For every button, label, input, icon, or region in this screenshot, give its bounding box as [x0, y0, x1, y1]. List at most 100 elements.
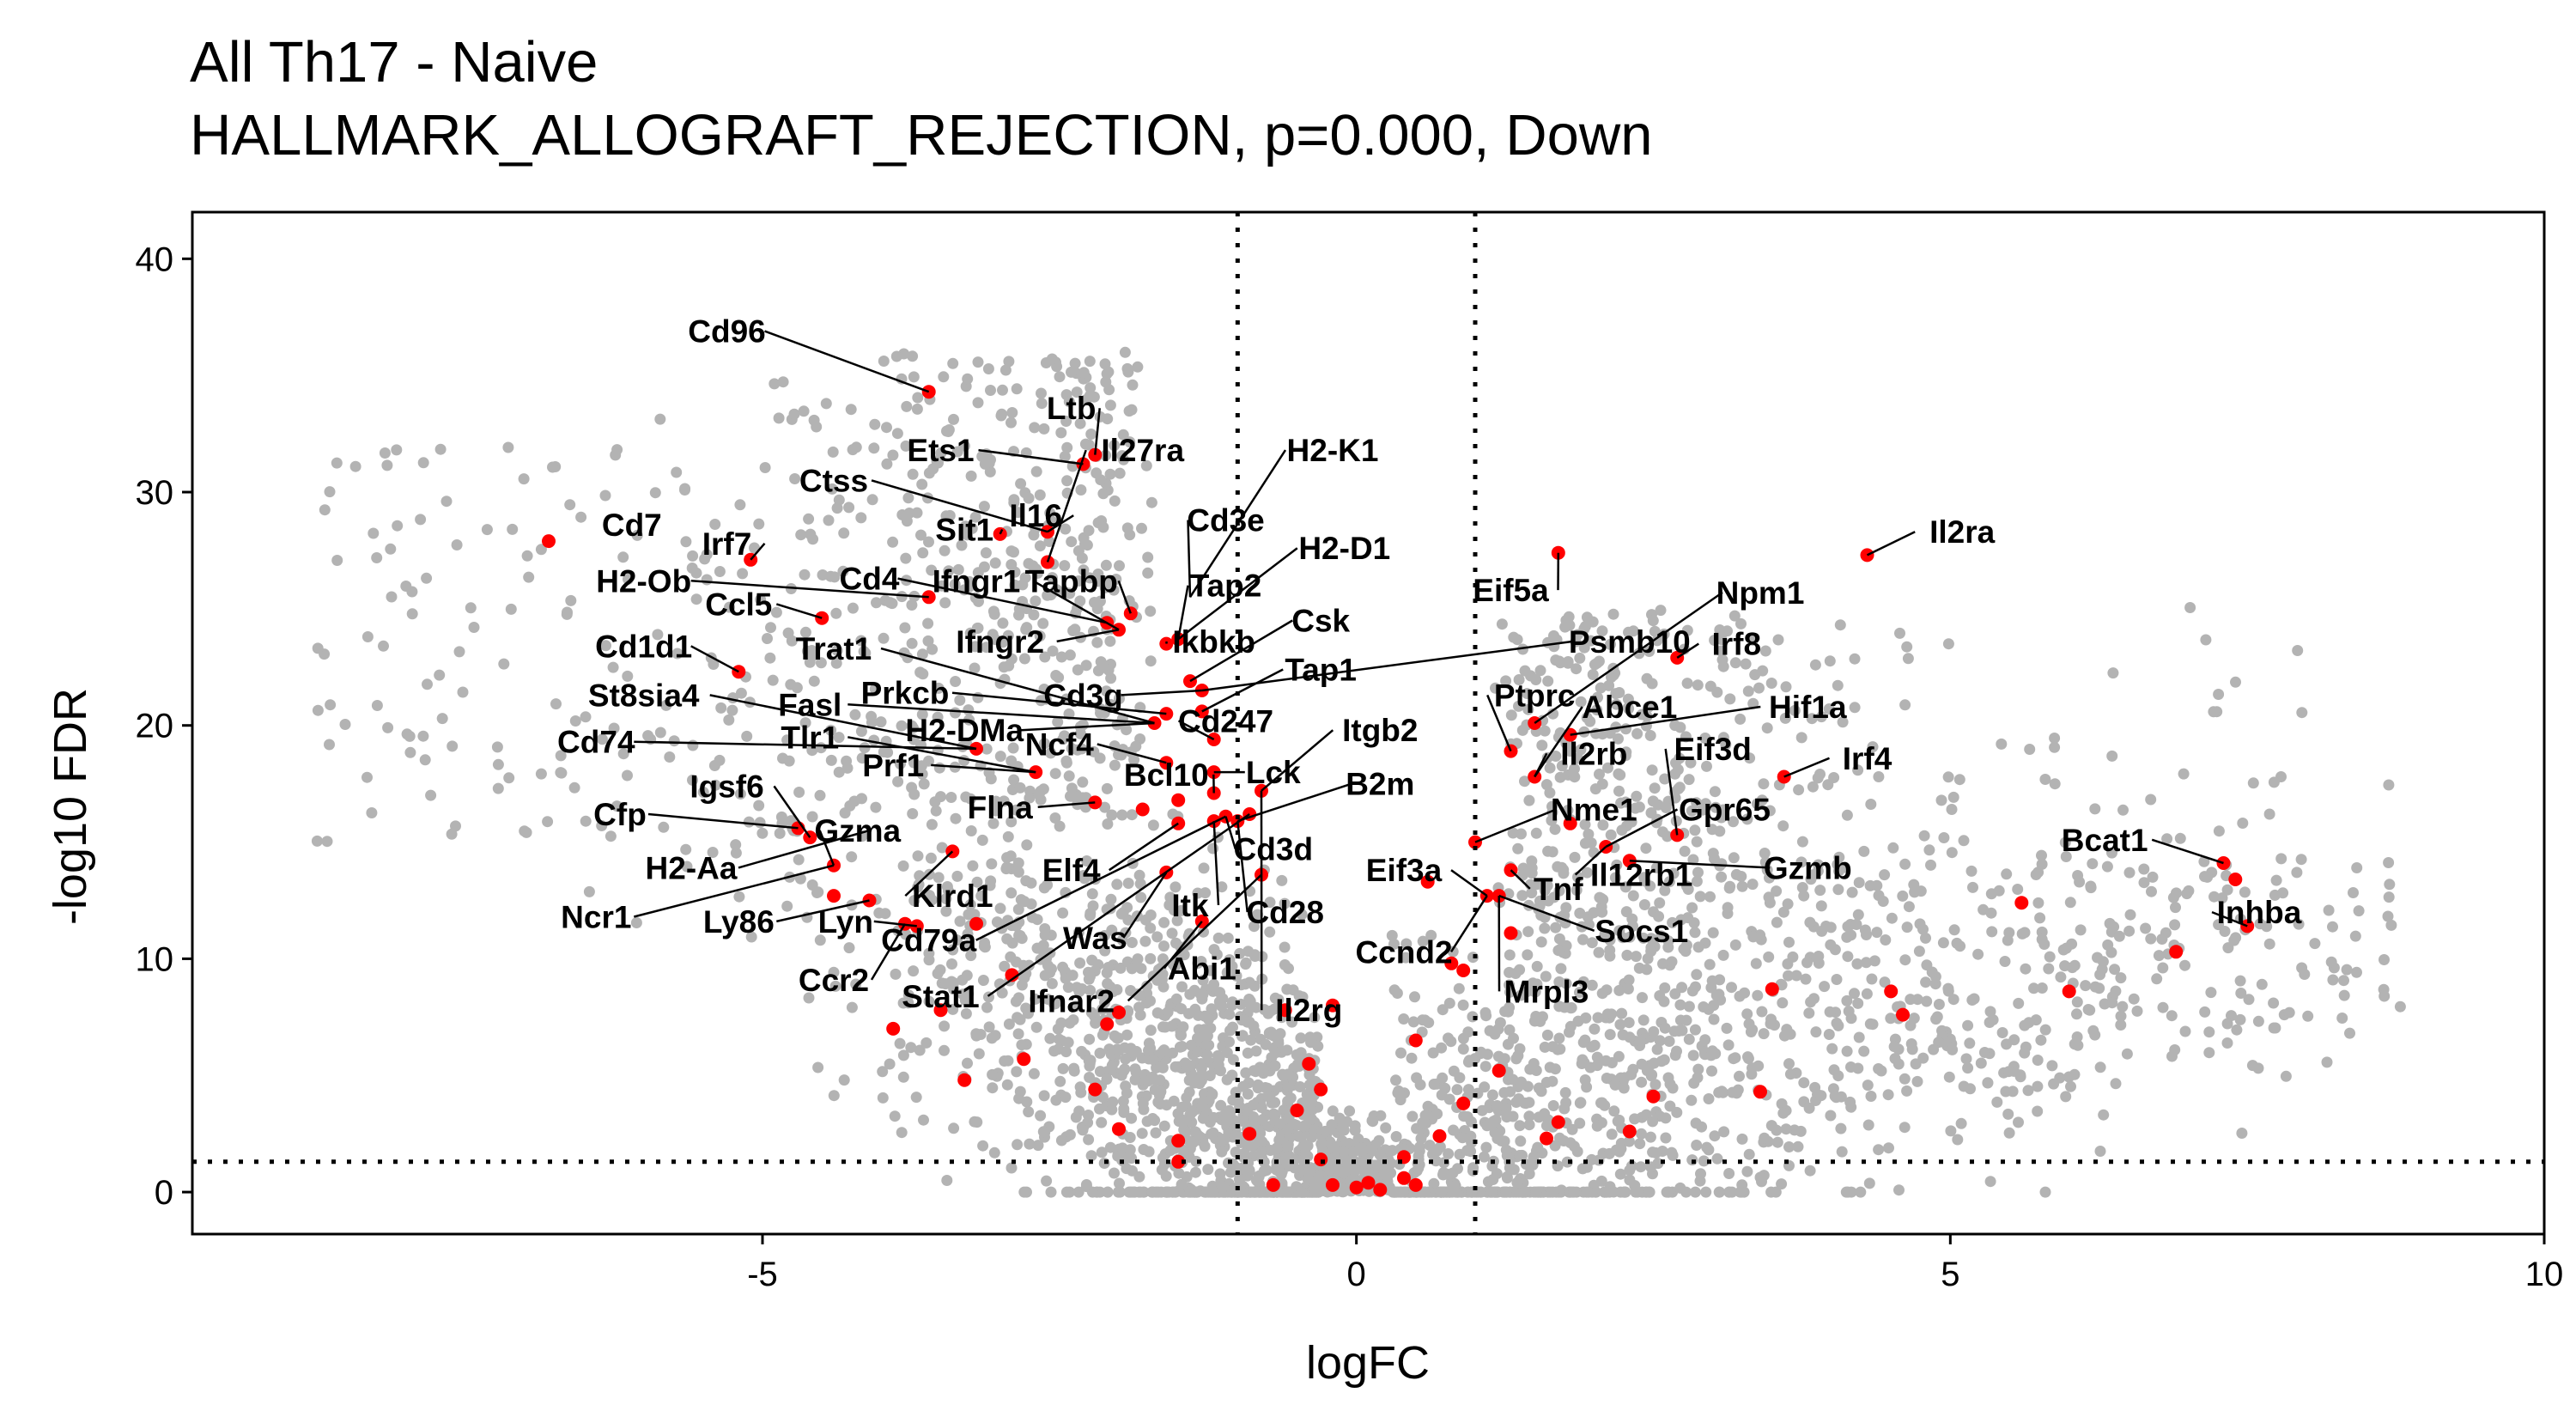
gene-set-point — [1563, 816, 1577, 830]
background-gene-point — [1060, 1092, 1072, 1104]
background-gene-point — [1595, 892, 1607, 904]
background-gene-point — [2034, 912, 2046, 924]
background-gene-point — [1842, 951, 1854, 963]
background-gene-point — [1672, 763, 1684, 775]
background-gene-point — [1908, 1013, 1920, 1025]
background-gene-point — [1579, 818, 1591, 830]
background-gene-point — [1447, 946, 1459, 958]
background-gene-point — [1716, 645, 1727, 657]
background-gene-point — [1680, 731, 1692, 743]
background-gene-point — [1641, 672, 1653, 684]
gene-label: Ikbkb — [1172, 624, 1255, 660]
background-gene-point — [1190, 1126, 1201, 1138]
background-gene-point — [564, 499, 576, 511]
background-gene-point — [1296, 1186, 1308, 1198]
background-gene-point — [1486, 1089, 1498, 1101]
background-gene-point — [1660, 1132, 1672, 1144]
background-gene-point — [2156, 934, 2168, 945]
background-gene-point — [922, 635, 934, 647]
background-gene-point — [1917, 1052, 1929, 1064]
background-gene-point — [927, 463, 939, 475]
background-gene-point — [1394, 1094, 1406, 1106]
background-gene-point — [1135, 891, 1147, 903]
background-gene-point — [1659, 885, 1671, 897]
background-gene-point — [994, 903, 1006, 915]
background-gene-point — [2030, 869, 2042, 880]
background-gene-point — [1276, 874, 1288, 886]
background-gene-point — [1126, 963, 1138, 975]
background-gene-point — [1084, 1033, 1096, 1045]
background-gene-point — [1419, 1014, 1431, 1026]
background-gene-point — [1413, 1162, 1425, 1174]
background-gene-point — [1018, 653, 1030, 665]
background-gene-point — [1151, 974, 1163, 986]
background-gene-point — [2384, 879, 2396, 891]
gene-label-leader — [1121, 689, 1202, 696]
background-gene-point — [1651, 1043, 1663, 1055]
background-gene-point — [1946, 804, 1958, 815]
background-gene-point — [1871, 927, 1883, 939]
background-gene-point — [596, 733, 608, 745]
background-gene-point — [1101, 1073, 1113, 1086]
background-gene-point — [977, 1140, 989, 1152]
background-gene-point — [1740, 658, 1752, 670]
background-gene-point — [2046, 1060, 2058, 1072]
background-gene-point — [1292, 1130, 1304, 1142]
background-gene-point — [1516, 890, 1528, 902]
background-gene-point — [671, 466, 683, 478]
background-gene-point — [565, 594, 577, 606]
background-gene-point — [1886, 912, 1898, 924]
background-gene-point — [1743, 1018, 1755, 1030]
background-gene-point — [1714, 974, 1726, 986]
background-gene-point — [1027, 560, 1039, 572]
background-gene-point — [1842, 921, 1854, 933]
background-gene-point — [1097, 1003, 1109, 1015]
background-gene-point — [2270, 874, 2282, 886]
gene-set-point — [933, 1003, 948, 1018]
background-gene-point — [652, 629, 664, 641]
background-gene-point — [1975, 1057, 1987, 1069]
background-gene-point — [1094, 595, 1106, 607]
background-gene-point — [1692, 867, 1704, 879]
background-gene-point — [1170, 937, 1182, 949]
background-gene-point — [1553, 885, 1565, 897]
background-gene-point — [1662, 941, 1674, 953]
background-gene-point — [1583, 1186, 1595, 1198]
background-gene-point — [1574, 987, 1585, 999]
background-gene-point — [1861, 988, 1873, 1000]
background-gene-point — [1502, 1038, 1514, 1050]
background-gene-point — [535, 544, 547, 556]
background-gene-point — [1212, 1049, 1224, 1061]
background-gene-point — [1151, 1007, 1163, 1019]
background-gene-point — [1490, 682, 1501, 694]
background-gene-point — [1074, 595, 1086, 607]
background-gene-point — [1066, 790, 1077, 802]
background-gene-point — [1411, 1072, 1423, 1084]
background-gene-point — [1012, 1139, 1024, 1151]
background-gene-point — [1417, 1116, 1429, 1128]
background-gene-point — [1109, 759, 1121, 771]
background-gene-point — [1716, 654, 1728, 666]
background-gene-point — [1070, 1111, 1082, 1123]
background-gene-point — [887, 449, 899, 461]
background-gene-point — [434, 669, 446, 681]
background-gene-point — [1202, 1164, 1214, 1176]
background-gene-point — [1703, 1093, 1715, 1104]
background-gene-point — [1923, 844, 1935, 856]
background-gene-point — [2049, 733, 2061, 744]
gene-set-point — [1326, 1177, 1340, 1192]
background-gene-point — [1812, 772, 1824, 784]
background-gene-point — [1544, 762, 1556, 774]
gene-label-leader — [1450, 869, 1488, 897]
background-gene-point — [1109, 440, 1121, 452]
background-gene-point — [1184, 988, 1196, 1000]
background-gene-point — [871, 597, 882, 609]
background-gene-point — [1204, 1070, 1216, 1081]
background-gene-point — [1252, 1079, 1264, 1091]
background-gene-point — [1849, 988, 1860, 1000]
background-gene-point — [1901, 1085, 1913, 1097]
background-gene-point — [1063, 396, 1075, 408]
background-gene-point — [1096, 1116, 1108, 1128]
background-gene-point — [1739, 987, 1751, 999]
background-gene-point — [1619, 881, 1631, 893]
